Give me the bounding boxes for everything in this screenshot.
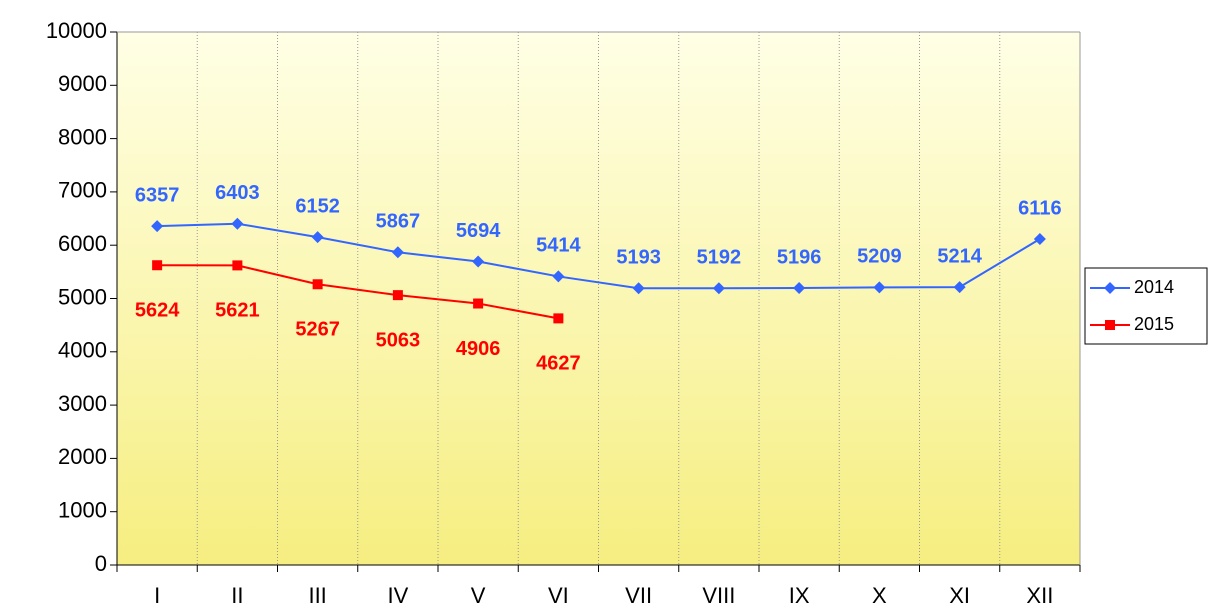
marker bbox=[1105, 320, 1115, 330]
data-label: 5867 bbox=[376, 211, 421, 233]
x-tick-label: V bbox=[471, 583, 486, 608]
marker bbox=[953, 281, 966, 294]
x-tick-label: VIII bbox=[702, 583, 735, 608]
marker bbox=[472, 255, 485, 268]
data-label: 6152 bbox=[295, 195, 340, 217]
marker bbox=[473, 298, 484, 309]
data-label: 5209 bbox=[857, 246, 902, 268]
marker bbox=[311, 231, 324, 244]
marker bbox=[1033, 233, 1046, 246]
y-tick-label: 2000 bbox=[58, 444, 107, 469]
marker bbox=[873, 281, 886, 294]
data-label: 5214 bbox=[937, 245, 982, 267]
marker bbox=[793, 282, 806, 295]
y-tick-label: 5000 bbox=[58, 284, 107, 309]
x-tick-label: X bbox=[872, 583, 887, 608]
y-tick-label: 3000 bbox=[58, 391, 107, 416]
y-tick-label: 10000 bbox=[46, 18, 107, 43]
y-tick-label: 9000 bbox=[58, 71, 107, 96]
marker bbox=[552, 270, 565, 283]
data-label: 5193 bbox=[616, 246, 661, 268]
data-label: 4906 bbox=[456, 338, 501, 360]
x-tick-label: IX bbox=[789, 583, 810, 608]
y-tick-label: 6000 bbox=[58, 231, 107, 256]
y-tick-label: 0 bbox=[95, 551, 107, 576]
marker bbox=[712, 282, 725, 295]
marker bbox=[231, 217, 244, 230]
data-label: 5267 bbox=[295, 319, 340, 341]
data-label: 4627 bbox=[536, 353, 581, 375]
data-label: 6403 bbox=[215, 182, 260, 204]
marker bbox=[232, 260, 243, 271]
x-tick-label: VI bbox=[548, 583, 569, 608]
y-tick-label: 7000 bbox=[58, 178, 107, 203]
marker bbox=[632, 282, 645, 295]
marker bbox=[312, 279, 323, 290]
x-tick-label: I bbox=[154, 583, 160, 608]
data-label: 5196 bbox=[777, 246, 822, 268]
series-line bbox=[157, 264, 559, 320]
data-label: 5414 bbox=[536, 235, 581, 257]
y-tick-label: 8000 bbox=[58, 124, 107, 149]
data-label: 6116 bbox=[1018, 197, 1061, 219]
series-line bbox=[157, 222, 1041, 290]
legend-label: 2014 bbox=[1134, 277, 1174, 297]
data-label: 5694 bbox=[456, 220, 501, 242]
marker bbox=[1104, 282, 1116, 294]
y-tick-label: 1000 bbox=[58, 498, 107, 523]
marker bbox=[553, 313, 564, 324]
marker bbox=[152, 260, 163, 271]
data-label: 5624 bbox=[135, 300, 180, 322]
marker bbox=[391, 246, 404, 259]
legend-box bbox=[1084, 267, 1208, 345]
x-tick-label: VII bbox=[625, 583, 652, 608]
marker bbox=[392, 290, 403, 301]
data-label: 6357 bbox=[135, 184, 180, 206]
x-tick-label: IV bbox=[387, 583, 408, 608]
data-label: 5192 bbox=[697, 247, 742, 269]
data-label: 5621 bbox=[215, 300, 260, 322]
legend-label: 2015 bbox=[1134, 314, 1174, 334]
x-tick-label: II bbox=[231, 583, 243, 608]
y-tick-label: 4000 bbox=[58, 338, 107, 363]
x-tick-label: XI bbox=[949, 583, 970, 608]
marker bbox=[151, 220, 164, 233]
x-tick-label: XII bbox=[1026, 583, 1053, 608]
x-tick-label: III bbox=[308, 583, 326, 608]
data-label: 5063 bbox=[376, 329, 421, 351]
